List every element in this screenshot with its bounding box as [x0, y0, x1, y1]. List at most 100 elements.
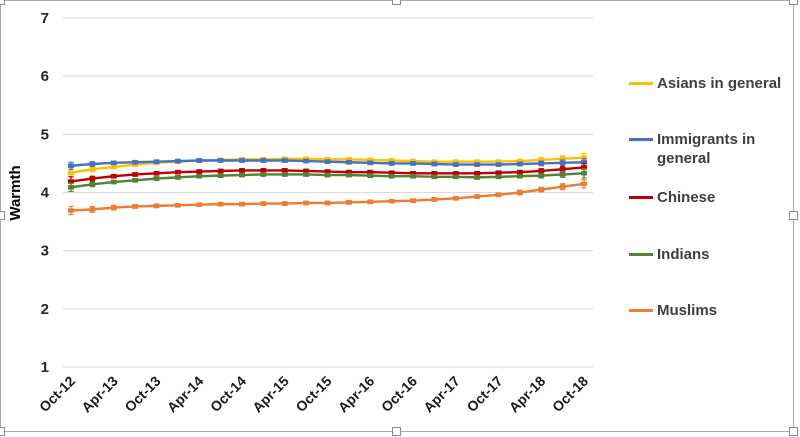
data-point-marker-chinese[interactable] [345, 169, 352, 175]
data-point-marker-asians-in-general[interactable] [538, 157, 545, 163]
data-point-marker-immigrants-in-general[interactable] [367, 160, 374, 166]
data-point-marker-chinese[interactable] [474, 171, 481, 176]
data-point-marker-chinese[interactable] [132, 172, 139, 177]
data-point-marker-chinese[interactable] [303, 168, 310, 174]
data-point-marker-muslims[interactable] [89, 207, 96, 212]
legend-item-indians[interactable]: Indians [629, 245, 710, 264]
data-point-marker-chinese[interactable] [260, 168, 267, 173]
data-point-marker-indians[interactable] [367, 173, 374, 178]
legend-item-muslims[interactable]: Muslims [629, 301, 717, 320]
data-point-marker-muslims[interactable] [153, 203, 160, 209]
selection-handle-middle-left[interactable] [0, 211, 5, 220]
data-point-marker-immigrants-in-general[interactable] [260, 158, 267, 163]
data-point-marker-asians-in-general[interactable] [110, 164, 117, 170]
data-point-marker-chinese[interactable] [516, 169, 523, 175]
data-point-marker-chinese[interactable] [367, 169, 374, 175]
data-point-marker-indians[interactable] [581, 171, 587, 176]
data-point-marker-asians-in-general[interactable] [474, 159, 481, 164]
data-point-marker-indians[interactable] [474, 175, 481, 180]
selection-handle-top-center[interactable] [392, 0, 401, 5]
legend-item-asians[interactable]: Asians in general [629, 74, 781, 93]
data-point-marker-immigrants-in-general[interactable] [239, 158, 245, 163]
data-point-marker-immigrants-in-general[interactable] [516, 161, 523, 167]
selection-handle-bottom-left[interactable] [0, 427, 5, 436]
data-point-marker-muslims[interactable] [217, 201, 224, 207]
data-point-marker-chinese[interactable] [153, 171, 160, 176]
data-point-marker-immigrants-in-general[interactable] [474, 162, 481, 167]
data-point-marker-chinese[interactable] [68, 179, 74, 184]
data-point-marker-asians-in-general[interactable] [367, 157, 374, 163]
data-point-marker-indians[interactable] [495, 174, 502, 179]
data-point-marker-indians[interactable] [281, 172, 288, 177]
data-point-marker-muslims[interactable] [281, 201, 288, 206]
data-point-marker-immigrants-in-general[interactable] [538, 161, 545, 166]
data-point-marker-immigrants-in-general[interactable] [217, 158, 224, 163]
data-point-marker-indians[interactable] [260, 172, 267, 177]
data-point-marker-immigrants-in-general[interactable] [559, 160, 566, 166]
data-point-marker-immigrants-in-general[interactable] [324, 159, 331, 164]
data-point-marker-indians[interactable] [559, 172, 566, 177]
data-point-marker-immigrants-in-general[interactable] [303, 158, 310, 164]
data-point-marker-asians-in-general[interactable] [452, 159, 459, 164]
data-point-marker-indians[interactable] [196, 174, 203, 179]
data-point-marker-immigrants-in-general[interactable] [581, 160, 587, 165]
data-point-marker-muslims[interactable] [474, 194, 481, 199]
data-point-marker-muslims[interactable] [516, 190, 523, 195]
data-point-marker-immigrants-in-general[interactable] [68, 163, 74, 168]
data-point-marker-asians-in-general[interactable] [345, 157, 352, 162]
data-point-marker-indians[interactable] [239, 172, 245, 178]
data-point-marker-chinese[interactable] [281, 168, 288, 173]
data-point-marker-chinese[interactable] [174, 169, 181, 175]
data-point-marker-chinese[interactable] [431, 171, 438, 176]
data-point-marker-chinese[interactable] [217, 168, 224, 174]
data-point-marker-muslims[interactable] [367, 199, 374, 205]
data-point-marker-chinese[interactable] [196, 169, 203, 174]
data-point-marker-muslims[interactable] [410, 198, 416, 203]
data-point-marker-muslims[interactable] [388, 199, 395, 204]
data-point-marker-muslims[interactable] [303, 200, 310, 206]
legend-item-immigrants[interactable]: Immigrants in general [629, 130, 789, 168]
data-point-marker-indians[interactable] [324, 172, 331, 178]
data-point-marker-chinese[interactable] [324, 169, 331, 174]
data-point-marker-muslims[interactable] [68, 208, 74, 213]
data-point-marker-asians-in-general[interactable] [581, 155, 587, 160]
selection-handle-top-left[interactable] [0, 0, 5, 5]
data-point-marker-indians[interactable] [538, 173, 545, 178]
data-point-marker-chinese[interactable] [452, 171, 459, 176]
data-point-marker-chinese[interactable] [495, 170, 502, 175]
data-point-marker-immigrants-in-general[interactable] [110, 160, 117, 166]
data-point-marker-chinese[interactable] [239, 168, 245, 173]
data-point-marker-indians[interactable] [452, 174, 459, 179]
data-point-marker-muslims[interactable] [431, 197, 438, 202]
data-point-marker-asians-in-general[interactable] [388, 158, 395, 163]
data-point-marker-chinese[interactable] [559, 167, 566, 172]
data-point-marker-asians-in-general[interactable] [89, 167, 96, 172]
selection-handle-bottom-right[interactable] [789, 427, 798, 436]
data-point-marker-muslims[interactable] [452, 196, 459, 201]
data-point-marker-immigrants-in-general[interactable] [153, 159, 160, 164]
data-point-marker-muslims[interactable] [581, 181, 587, 186]
data-point-marker-chinese[interactable] [538, 168, 545, 174]
data-point-marker-indians[interactable] [153, 176, 160, 181]
data-point-marker-indians[interactable] [410, 174, 416, 179]
data-point-marker-indians[interactable] [217, 173, 224, 178]
data-point-marker-muslims[interactable] [345, 200, 352, 205]
data-point-marker-indians[interactable] [345, 172, 352, 178]
data-point-marker-indians[interactable] [303, 172, 310, 177]
data-point-marker-muslims[interactable] [239, 201, 245, 207]
data-point-marker-indians[interactable] [431, 174, 438, 179]
data-point-marker-indians[interactable] [89, 182, 96, 187]
data-point-marker-immigrants-in-general[interactable] [174, 158, 181, 164]
data-point-marker-chinese[interactable] [110, 174, 117, 179]
data-point-marker-muslims[interactable] [538, 187, 545, 192]
data-point-marker-muslims[interactable] [324, 200, 331, 206]
data-point-marker-indians[interactable] [110, 179, 117, 185]
data-point-marker-immigrants-in-general[interactable] [410, 161, 416, 166]
data-point-marker-asians-in-general[interactable] [68, 170, 74, 175]
data-point-marker-indians[interactable] [132, 178, 139, 183]
data-point-marker-immigrants-in-general[interactable] [452, 162, 459, 167]
data-point-marker-indians[interactable] [174, 175, 181, 180]
data-point-marker-muslims[interactable] [174, 203, 181, 208]
